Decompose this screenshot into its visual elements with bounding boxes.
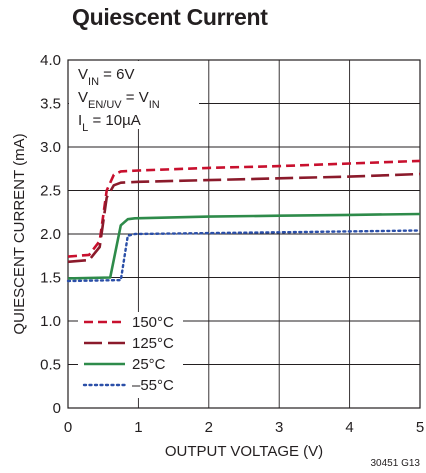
x-axis-label: OUTPUT VOLTAGE (V) (165, 443, 323, 460)
grid (68, 60, 420, 408)
y-tick-label: 1.0 (40, 313, 61, 330)
y-axis-label: QUIESCENT CURRENT (mA) (11, 133, 28, 334)
legend-label-2: 25°C (132, 356, 166, 373)
x-tick-label: 0 (64, 419, 72, 436)
conditions-background (69, 61, 199, 129)
figure-code: 30451 G13 (371, 458, 421, 469)
legend-label-1: 125°C (132, 335, 174, 352)
series-line-0 (67, 159, 421, 258)
x-tick-label: 1 (134, 419, 142, 436)
series-line-3 (66, 229, 422, 283)
plot-frame (67, 59, 421, 409)
y-tick-label: 0.5 (40, 357, 61, 374)
condition-line: IL = 10µA (78, 112, 141, 134)
series-line-2 (67, 212, 421, 280)
condition-line: VIN = 6V (78, 66, 134, 88)
legend-label-3: –55°C (132, 377, 174, 394)
y-tick-label: 3.5 (40, 96, 61, 113)
legend-label-0: 150°C (132, 314, 174, 331)
legend-background (78, 312, 183, 398)
x-tick-label: 4 (345, 419, 353, 436)
x-tick-label: 3 (275, 419, 283, 436)
legend: 150°C 125°C 25°C –55°C (78, 312, 183, 398)
series-layer (66, 159, 422, 283)
chart-title: Quiescent Current (72, 4, 268, 30)
tick-labels: 0 1 2 3 4 5 0 0.5 1.0 1.5 2.0 2.5 3.0 3.5 4.0 (40, 52, 424, 436)
x-tick-label: 5 (416, 419, 424, 436)
y-tick-label: 4.0 (40, 52, 61, 69)
y-tick-label: 2.0 (40, 226, 61, 243)
series-line-1 (67, 172, 421, 264)
y-tick-label: 0 (53, 400, 61, 417)
x-tick-label: 2 (205, 419, 213, 436)
y-tick-label: 1.5 (40, 270, 61, 287)
condition-line: VEN/UV = VIN (78, 89, 160, 111)
y-tick-label: 3.0 (40, 139, 61, 156)
y-tick-label: 2.5 (40, 183, 61, 200)
